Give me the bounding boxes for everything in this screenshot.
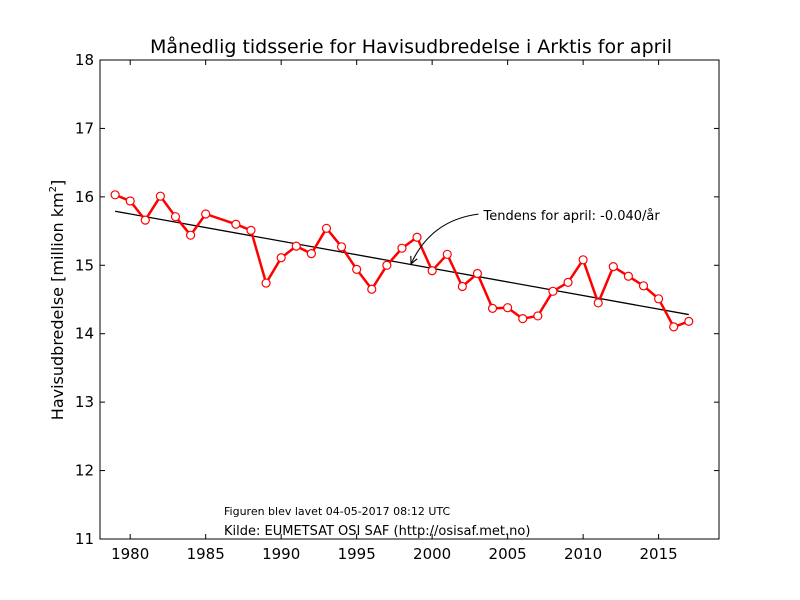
y-tick-label: 16 [75,188,94,206]
trend-annotation: Tendens for april: -0.040/år [482,209,660,224]
data-point [503,303,513,313]
x-tick-label: 2000 [413,545,451,563]
data-point [427,266,437,276]
data-point [336,242,347,252]
x-axis: 1980 1985 1990 1995 2000 2005 2010 2015 [111,60,678,563]
x-tick-label: 1985 [187,545,225,563]
data-point [155,191,165,201]
data-point [125,196,135,206]
created-note: Figuren blev lavet 04-05-2017 08:12 UTC [224,505,450,518]
data-point [654,294,664,304]
data-point [185,230,196,240]
data-point [472,268,483,279]
data-point [669,322,679,332]
y-tick-label: 18 [75,51,94,69]
x-tick-label: 1995 [338,545,376,563]
plot-area [99,59,720,540]
data-point [382,260,392,270]
data-point [231,219,241,229]
x-tick-label: 1990 [262,545,300,563]
data-point [110,190,120,200]
series-line [114,193,690,329]
x-tick-label: 1980 [111,545,149,563]
data-point [442,249,452,259]
data-point [201,209,211,219]
data-point [608,262,618,272]
y-tick-label: 12 [75,462,94,480]
data-point [623,271,634,281]
y-axis-label-main: Havisudbredelse [million km [48,192,67,420]
y-tick-label: 11 [75,530,94,548]
data-point [563,277,573,287]
data-point [261,278,271,288]
y-axis: 11 12 13 14 15 16 17 18 [75,51,719,548]
annotation-layer: Tendens for april: -0.040/år [410,209,660,266]
series-layer [110,190,694,332]
x-tick-label: 2005 [489,545,527,563]
y-tick-label: 15 [75,256,94,274]
y-tick-label: 13 [75,393,94,411]
y-axis-label: Havisudbredelse [million km2] [48,180,67,420]
y-tick-label: 17 [75,119,94,137]
data-point [140,215,150,225]
chart-title: Månedlig tidsserie for Havisudbredelse i… [150,35,672,58]
data-point [397,243,407,253]
annotation-arrow [410,213,479,265]
annotation-arrowhead [410,255,418,266]
data-point [291,241,301,251]
x-tick-label: 2015 [640,545,678,563]
data-point [684,316,694,326]
data-point [578,255,588,265]
data-point [321,223,332,233]
trend-line [114,210,689,316]
trend-line-layer [114,210,689,316]
data-point [246,225,256,235]
data-point [593,298,603,308]
data-point [533,311,543,321]
data-point [367,284,377,294]
y-axis-label-superscript: 2 [48,186,59,192]
data-point [638,281,649,291]
y-tick-label: 14 [75,325,94,343]
source-note: Kilde: EUMETSAT OSI SAF (http://osisaf.m… [224,524,530,539]
data-point [276,253,286,263]
x-tick-label: 2010 [564,545,602,563]
data-point [457,281,467,292]
data-point [548,286,558,296]
data-point [518,314,528,324]
data-point [170,212,181,222]
data-point [412,232,422,242]
data-point [306,249,316,259]
data-point [487,303,498,313]
data-point [352,264,362,274]
y-axis-label-end: ] [48,180,67,186]
